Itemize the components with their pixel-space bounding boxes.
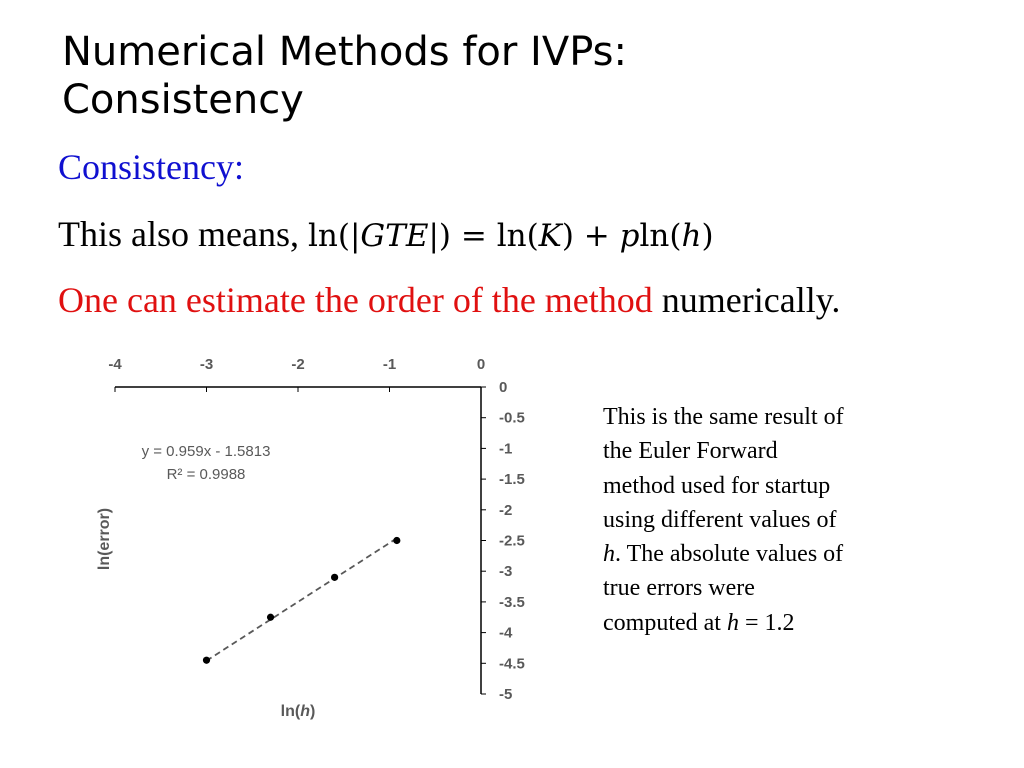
x-axis-title-suffix: ) [310,703,315,720]
note-line-7-post: = 1.2 [738,609,795,636]
eq-k: K [538,218,562,254]
y-tick-label: -2 [499,502,512,519]
eq-p: p [619,218,640,254]
chart-points [202,536,401,664]
note-line-4: using different values of [603,506,837,533]
note-line-2: the Euler Forward [603,438,778,465]
chart-trendline [206,537,398,662]
trendline-equation: y = 0.959x - 1.5813 [142,443,271,460]
eq-ln-2: ln( [639,218,682,254]
x-tick-label: -2 [291,356,304,373]
explanation-note: This is the same result of the Euler For… [603,400,923,640]
eq-mid: |) = ln( [428,218,539,254]
eq-gte: GTE [360,218,429,254]
equation-math: ln(|GTE|) = ln(K) + pln(h) [308,218,714,254]
estimate-rest-text: numerically. [652,280,841,320]
data-point [202,656,211,664]
data-point [393,536,401,545]
x-axis-title: ln(h) [281,703,316,720]
y-tick-label: -4 [499,625,513,642]
note-line-5: h. The absolute values of [603,541,843,567]
y-tick-label: -0.5 [499,410,525,427]
equation-line: This also means, ln(|GTE|) = ln(K) + pln… [58,213,714,255]
y-tick-label: -2.5 [499,533,525,550]
y-tick-label: -1.5 [499,471,525,488]
note-line-6: true errors were [603,575,755,602]
log-error-chart: -4 -3 -2 -1 0 0 -0.5 -1 -1.5 -2 -2.5 -3 -3.5 -4 -4.5 -5… [80,345,550,730]
x-axis-title-var: h [300,703,310,720]
y-axis-title: ln(error) [96,508,113,570]
y-tick-label: -5 [499,686,512,703]
trendline [206,537,398,662]
note-h-2: h [726,609,739,636]
estimate-line: One can estimate the order of the method… [58,279,840,321]
title-line-2: Consistency [62,77,304,123]
r-squared-label: R² = 0.9988 [167,466,246,483]
note-h-1: h [603,541,615,568]
x-tick-label: -3 [200,356,213,373]
data-point [266,613,275,621]
note-line-1: This is the same result of [603,404,844,430]
data-point [331,573,339,581]
note-line-7-pre: computed at [603,609,727,636]
note-line-5-rest: . The absolute values of [615,541,844,568]
y-tick-label: -3.5 [499,594,525,611]
equation-prefix: This also means, [58,214,308,254]
chart-ticks: -4 -3 -2 -1 00 -0.5 -1 -1.5 -2 -2.5 -3 -3.5 -4 -4.5 -5 [108,356,525,703]
y-tick-label: -4.5 [499,655,525,672]
slide-title: Numerical Methods for IVPs: Consistency [62,28,962,124]
estimate-red-text: One can estimate the order of the method [58,280,653,320]
y-tick-label: -1 [499,440,512,457]
consistency-heading: Consistency: [58,147,244,187]
note-line-7: computed at h = 1.2 [603,610,795,636]
eq-plus: ) + [561,218,620,254]
x-tick-label: 0 [477,356,485,373]
x-axis-title-prefix: ln( [281,703,301,720]
x-tick-label: -1 [383,356,396,373]
chart-axes [115,386,482,694]
x-tick-label: -4 [108,356,122,373]
title-line-1: Numerical Methods for IVPs: [62,29,627,75]
eq-ln-1: ln(| [307,218,361,254]
chart-svg: -4 -3 -2 -1 00 -0.5 -1 -1.5 -2 -2.5 -3 -3.5 -4 -4.5 -5… [96,356,525,720]
eq-close: ) [701,218,714,254]
y-tick-label: 0 [499,379,507,396]
eq-h: h [681,218,702,254]
note-line-3: method used for startup [603,472,831,499]
y-tick-label: -3 [499,563,512,580]
